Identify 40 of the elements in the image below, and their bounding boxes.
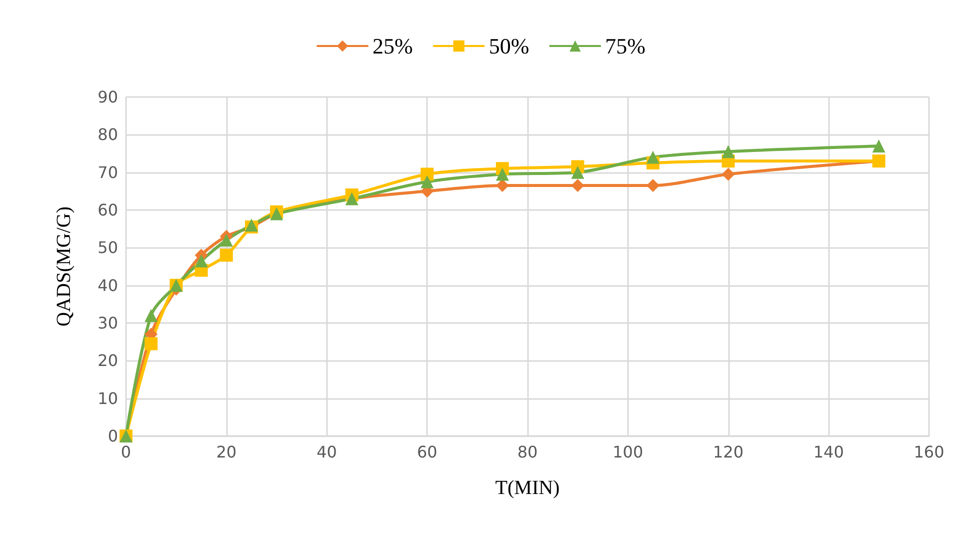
y-axis-title: QADS(MG/G) (53, 206, 75, 326)
y-tick-label: 0 (108, 426, 118, 446)
y-tick-label: 90 (98, 88, 118, 106)
y-tick-label: 60 (98, 200, 118, 220)
point (194, 254, 208, 268)
point (420, 175, 434, 188)
y-tick-label: 80 (98, 125, 118, 144)
x-tick-label: 140 (813, 442, 844, 462)
y-tick-label: 40 (98, 276, 118, 295)
point (220, 248, 233, 262)
point (571, 179, 584, 192)
point (722, 168, 735, 181)
y-tick-label: 50 (98, 238, 118, 258)
x-tick-label: 40 (316, 442, 337, 462)
point (646, 150, 660, 164)
x-tick-label: 160 (914, 442, 944, 462)
x-axis-title: T(MIN) (495, 477, 560, 499)
x-tick-label: 20 (216, 442, 237, 462)
point (220, 234, 233, 247)
point (571, 166, 584, 179)
point (496, 168, 509, 181)
point (420, 168, 434, 181)
y-tick-label: 10 (98, 388, 118, 408)
y-tick-label: 20 (98, 351, 118, 370)
x-tick-label: 0 (120, 442, 132, 462)
point (722, 145, 735, 158)
x-tick-label: 60 (416, 442, 438, 462)
x-tick-label: 120 (712, 442, 744, 462)
y-tick-label: 70 (98, 162, 118, 182)
x-tick-label: 100 (612, 442, 644, 462)
point (144, 308, 158, 322)
point (496, 179, 509, 192)
point (144, 337, 158, 350)
y-tick-label: 30 (98, 314, 118, 332)
legend-label: 75% (605, 34, 646, 58)
x-tick-label: 80 (517, 442, 538, 462)
point (646, 179, 660, 192)
legend-label: 50% (488, 34, 530, 58)
legend-label: 25% (372, 34, 413, 58)
point (872, 139, 886, 152)
